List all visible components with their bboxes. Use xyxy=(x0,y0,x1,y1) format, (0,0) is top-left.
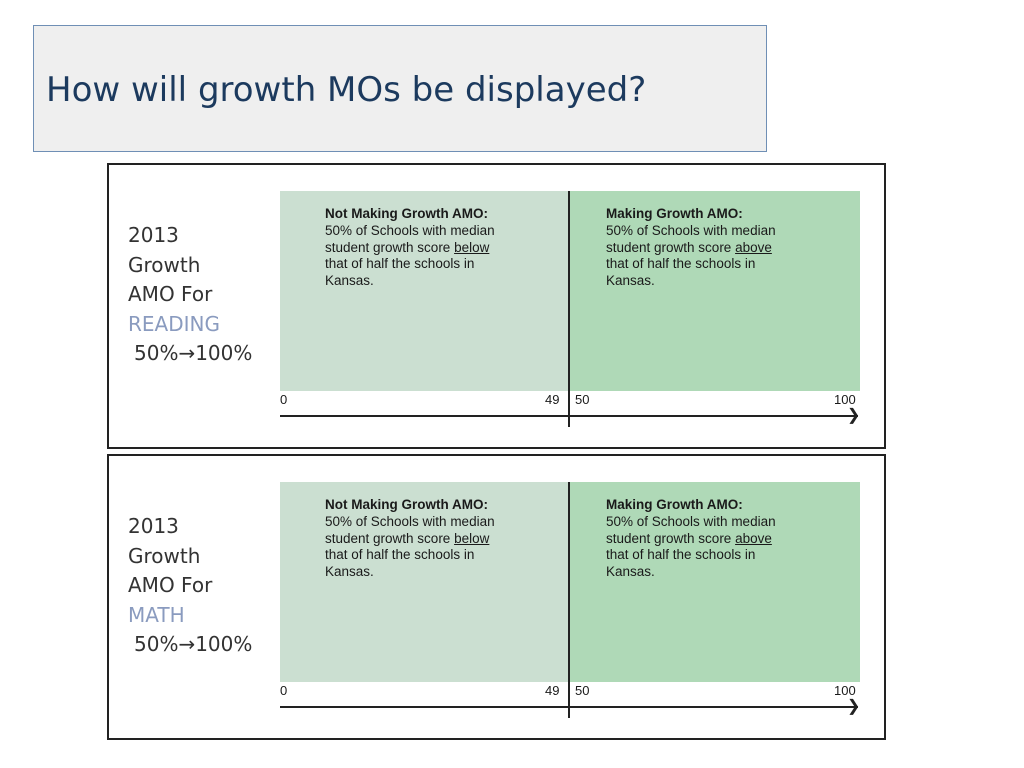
zone-heading: Not Making Growth AMO: xyxy=(325,206,488,221)
tick-label-0: 0 xyxy=(280,392,288,407)
tick-label-49: 49 xyxy=(545,683,560,698)
panel-growth-label: Growth xyxy=(128,252,201,277)
making-growth-text: Making Growth AMO: 50% of Schools with m… xyxy=(606,497,796,581)
tick-label-100: 100 xyxy=(834,683,856,698)
tick-label-50: 50 xyxy=(575,683,590,698)
panel-growth-label: Growth xyxy=(128,543,201,568)
tick-label-0: 0 xyxy=(280,683,288,698)
not-making-growth-text: Not Making Growth AMO: 50% of Schools wi… xyxy=(325,497,515,581)
scale-axis-line xyxy=(280,706,858,708)
axis-arrow-icon: ❯ xyxy=(847,407,861,424)
zone-divider-line xyxy=(568,482,570,718)
zone-heading: Making Growth AMO: xyxy=(606,206,743,221)
zone-body: 50% of Schools with median student growt… xyxy=(325,513,495,580)
panel-side-label: 2013 Growth AMO For READING 50%→100% xyxy=(128,221,252,369)
reading-growth-panel: 2013 Growth AMO For READING 50%→100% Not… xyxy=(107,163,886,449)
panel-year: 2013 xyxy=(128,223,179,247)
making-growth-zone xyxy=(570,191,860,391)
making-growth-text: Making Growth AMO: 50% of Schools with m… xyxy=(606,206,796,290)
tick-label-100: 100 xyxy=(834,392,856,407)
not-making-growth-text: Not Making Growth AMO: 50% of Schools wi… xyxy=(325,206,515,290)
panel-subject: READING xyxy=(128,311,220,336)
zone-body: 50% of Schools with median student growt… xyxy=(606,513,776,580)
panel-subject: MATH xyxy=(128,602,185,627)
zone-heading: Not Making Growth AMO: xyxy=(325,497,488,512)
panel-amo-for-label: AMO For xyxy=(128,573,213,597)
not-making-growth-zone xyxy=(280,191,570,391)
panel-range: 50%→100% xyxy=(134,341,253,365)
slide-title: How will growth MOs be displayed? xyxy=(46,70,647,110)
math-growth-panel: 2013 Growth AMO For MATH 50%→100% Not Ma… xyxy=(107,454,886,740)
zone-body: 50% of Schools with median student growt… xyxy=(325,222,495,289)
panel-range: 50%→100% xyxy=(134,632,253,656)
zone-divider-line xyxy=(568,191,570,427)
tick-label-49: 49 xyxy=(545,392,560,407)
zone-body: 50% of Schools with median student growt… xyxy=(606,222,776,289)
panel-amo-for-label: AMO For xyxy=(128,282,213,306)
not-making-growth-zone xyxy=(280,482,570,682)
panel-year: 2013 xyxy=(128,514,179,538)
scale-axis-line xyxy=(280,415,858,417)
tick-label-50: 50 xyxy=(575,392,590,407)
making-growth-zone xyxy=(570,482,860,682)
title-box: How will growth MOs be displayed? xyxy=(33,25,767,152)
zone-heading: Making Growth AMO: xyxy=(606,497,743,512)
panel-side-label: 2013 Growth AMO For MATH 50%→100% xyxy=(128,512,252,660)
axis-arrow-icon: ❯ xyxy=(847,698,861,715)
